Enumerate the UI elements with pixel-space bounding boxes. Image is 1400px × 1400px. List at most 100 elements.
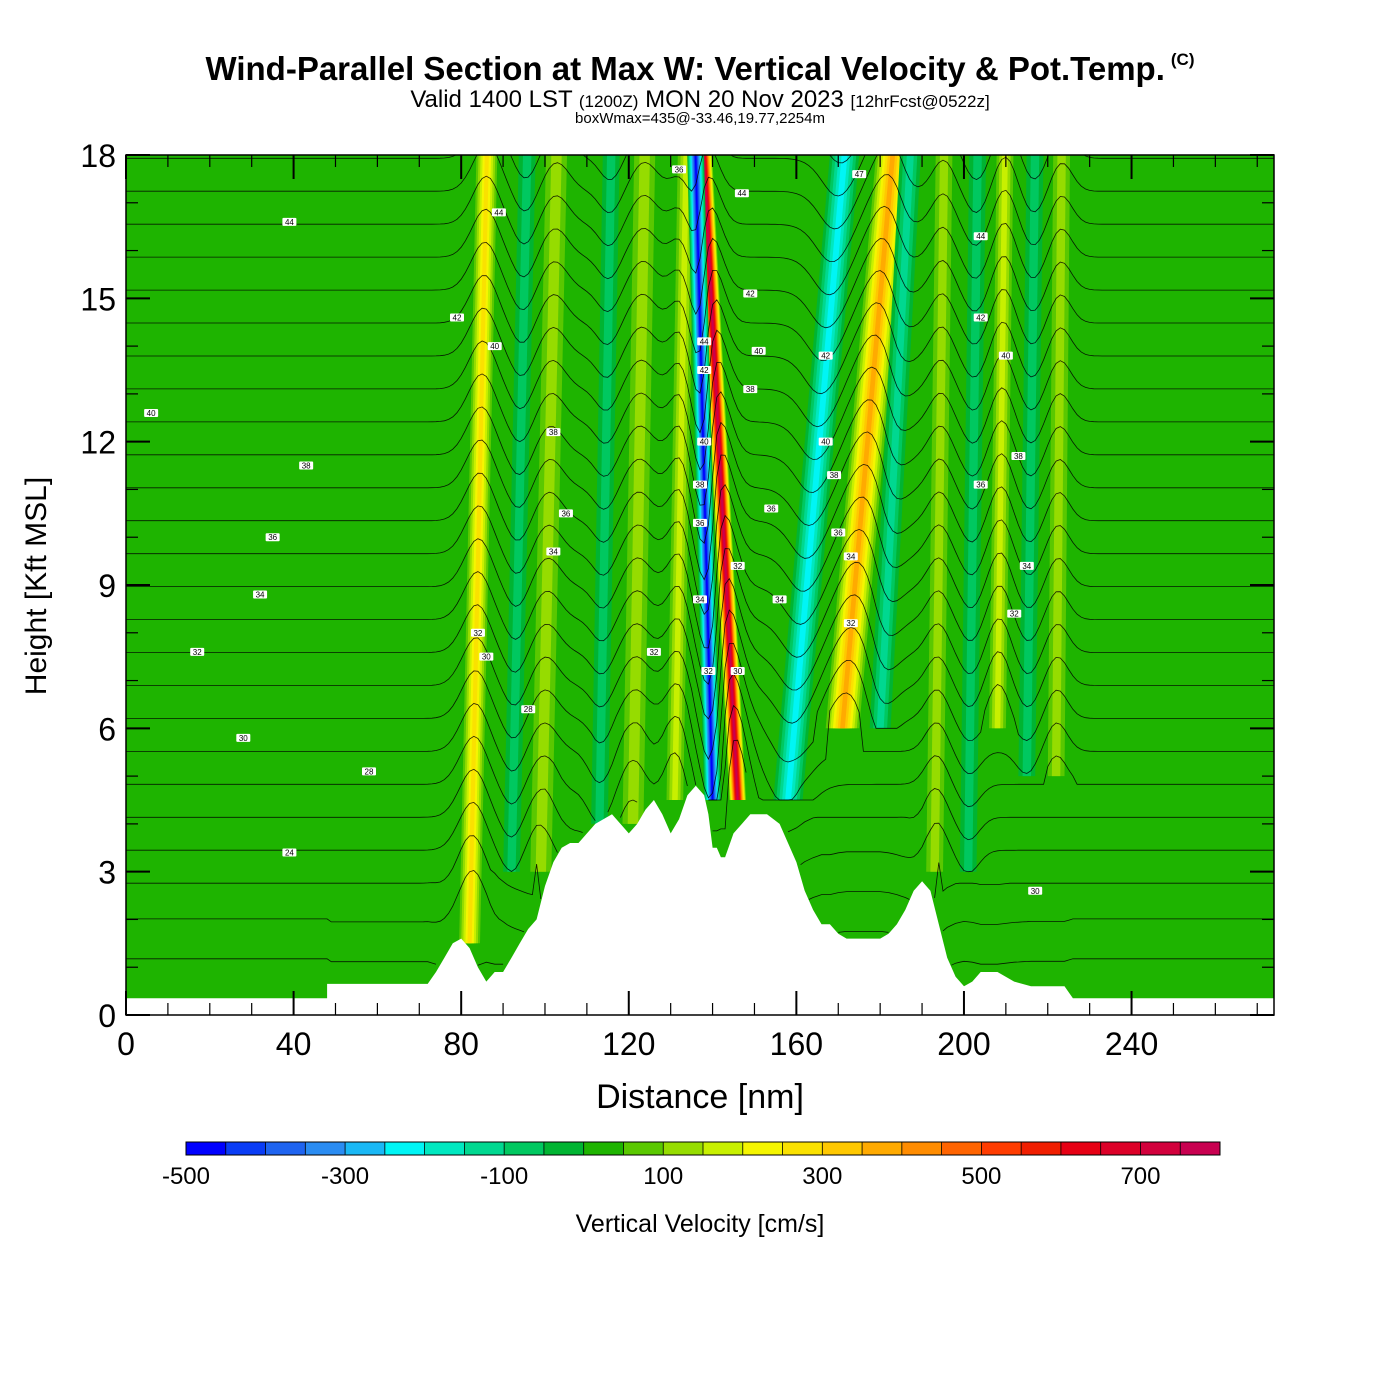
- contour-label-text: 40: [700, 438, 709, 447]
- colorbar-swatch: [862, 1142, 903, 1155]
- x-tick-label: 80: [443, 1026, 479, 1062]
- contour-label: 44: [973, 232, 988, 241]
- contour-label-box: [265, 533, 280, 542]
- contour-label-box: [282, 848, 297, 857]
- contour-label: 30: [479, 652, 494, 662]
- colorbar-tick-label: 500: [961, 1163, 1001, 1190]
- colorbar-swatch: [464, 1142, 505, 1155]
- contour-label-text: 38: [549, 428, 558, 437]
- contour-label: 30: [236, 733, 251, 743]
- contour-labels: 40 44 38 36 34 32 30 28 24 42 44 40 38 36 34 32 30 28 32 36…: [144, 165, 1043, 896]
- contour-label-text: 32: [1010, 610, 1019, 619]
- y-axis-label: Height [Kft MSL]: [20, 477, 53, 695]
- colorbar-swatch: [504, 1142, 545, 1155]
- colorbar-swatch: [663, 1142, 704, 1155]
- contour-label: 36: [831, 528, 846, 537]
- y-tick-label: 12: [80, 425, 116, 461]
- colorbar-swatch: [1100, 1142, 1141, 1155]
- contour-label-box: [491, 208, 506, 217]
- isentrope-line: [126, 329, 1274, 434]
- box-wmax-line: boxWmax=435@-33.46,19.77,2254m: [575, 110, 825, 127]
- isentrope-line: [126, 155, 1274, 197]
- y-tick-label: 15: [80, 281, 116, 317]
- contour-label-text: 40: [490, 342, 499, 351]
- isentrope-line: [126, 237, 1274, 329]
- isentrope-contours: [126, 155, 1274, 966]
- draft-band: [773, 155, 860, 800]
- contour-label: 42: [818, 351, 833, 361]
- contour-label: 40: [818, 437, 833, 447]
- valid-prefix: Valid 1400 LST: [410, 86, 573, 113]
- contour-label: 36: [764, 504, 779, 514]
- contour-label: 40: [144, 409, 159, 418]
- contour-label-text: 40: [821, 438, 830, 447]
- chart-title: Wind-Parallel Section at Max W: Vertical…: [0, 50, 1400, 88]
- contour-label: 42: [743, 289, 758, 299]
- contour-label-box: [253, 590, 268, 599]
- isentrope-line: [126, 155, 1274, 230]
- chart-title-text: Wind-Parallel Section at Max W: Vertical…: [205, 50, 1165, 87]
- x-tick-label: 40: [276, 1026, 312, 1062]
- contour-label: 44: [282, 217, 297, 227]
- contour-label: 38: [827, 471, 842, 480]
- contour-label-text: 34: [549, 548, 558, 557]
- x-axis: 0 40 80 120 160 200 240: [117, 155, 1258, 1062]
- isentrope-line: [126, 514, 1274, 649]
- draft-band-level: [627, 155, 650, 824]
- contour-label-text: 38: [1014, 452, 1023, 461]
- contour-label: 38: [693, 480, 707, 490]
- contour-label-box: [479, 652, 494, 661]
- contour-label-box: [743, 385, 758, 394]
- colorbar-swatch: [742, 1142, 783, 1155]
- terrain-profile: [126, 785, 1274, 1015]
- draft-band-level: [507, 155, 532, 872]
- contour-label: 38: [743, 385, 758, 394]
- contour-label-box: [282, 217, 297, 226]
- contour-label: 38: [1011, 452, 1026, 461]
- colorbar-tick-label: -500: [162, 1163, 210, 1190]
- contour-label-text: 36: [767, 505, 776, 514]
- draft-band-level: [595, 155, 616, 824]
- y-tick-label: 0: [98, 998, 116, 1034]
- contour-label-text: 24: [285, 849, 294, 858]
- valid-time-line: Valid 1400 LST (1200Z) MON 20 Nov 2023 […: [0, 86, 1400, 114]
- draft-band-level: [876, 155, 914, 729]
- contour-label-text: 36: [268, 533, 277, 542]
- contour-label-text: 36: [834, 528, 843, 537]
- draft-band: [869, 155, 921, 729]
- y-tick-label: 18: [80, 138, 116, 174]
- contour-label: 34: [253, 590, 268, 600]
- contour-label-text: 44: [285, 218, 294, 227]
- contour-label-text: 47: [855, 170, 864, 179]
- draft-band-level: [467, 155, 489, 944]
- contour-label-box: [843, 619, 858, 628]
- isentrope-line: [126, 801, 1274, 873]
- colorbar-swatch: [583, 1142, 624, 1155]
- isentrope-line: [126, 870, 1274, 933]
- contour-label: 44: [491, 208, 506, 217]
- contour-label: 40: [487, 342, 502, 351]
- colorbar-tick-label: 300: [802, 1163, 842, 1190]
- contour-label-text: 36: [696, 519, 705, 528]
- colorbar-tick-label: -300: [321, 1163, 369, 1190]
- contour-label: 34: [772, 595, 787, 604]
- contour-label: 34: [843, 552, 858, 561]
- contour-label-box: [998, 351, 1013, 360]
- contour-label-text: 36: [675, 165, 684, 174]
- draft-band-level: [535, 155, 562, 872]
- colorbar-swatch: [941, 1142, 982, 1155]
- contour-label-text: 44: [737, 189, 746, 198]
- contour-label: 36: [558, 509, 573, 518]
- contour-label-text: 32: [733, 562, 742, 571]
- contour-label-text: 42: [700, 366, 709, 375]
- contour-label-box: [546, 428, 561, 437]
- x-tick-label: 160: [770, 1026, 823, 1062]
- x-axis-label: Distance [nm]: [596, 1078, 804, 1116]
- contour-label: 47: [852, 170, 867, 179]
- contour-label: 32: [470, 628, 485, 638]
- contour-label: 34: [546, 547, 561, 557]
- contour-label-box: [831, 528, 846, 537]
- colorbar-swatch: [186, 1142, 227, 1155]
